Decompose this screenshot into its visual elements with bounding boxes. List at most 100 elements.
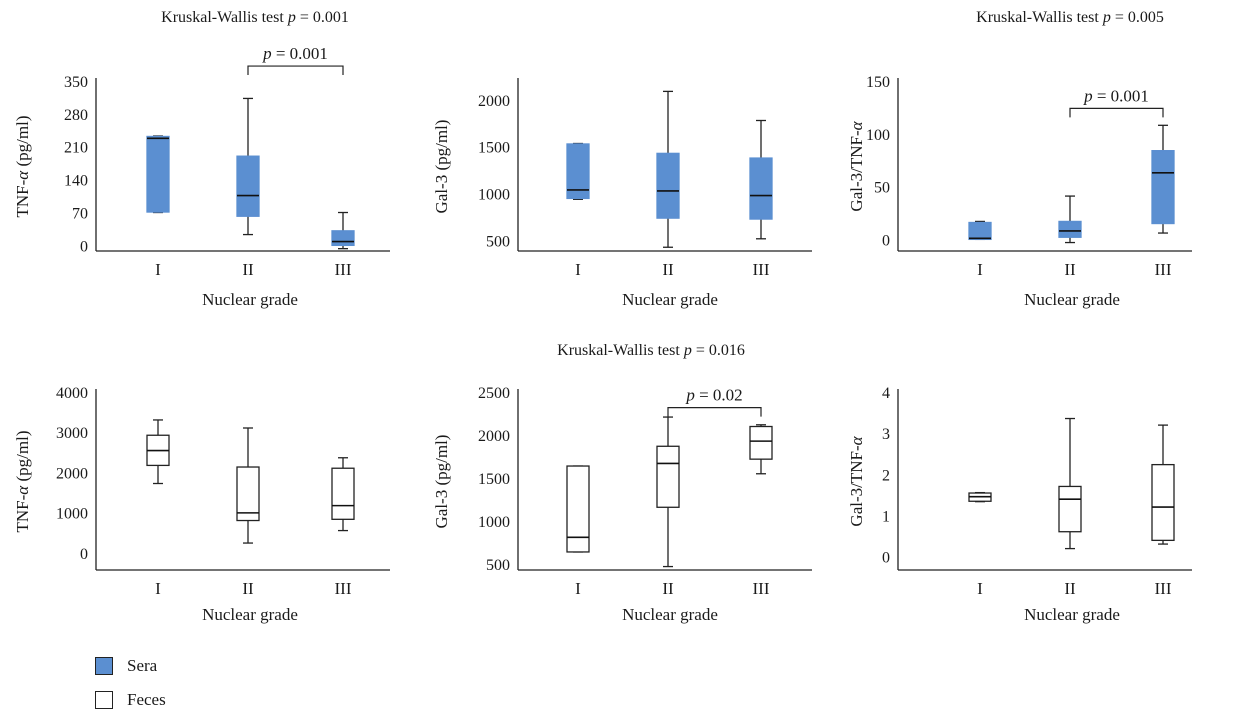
box-II [1058,195,1082,244]
y-tick-label: 4000 [56,385,88,402]
iqr-box [1058,485,1082,533]
y-tick-label: 2 [882,467,890,484]
y-tick-label: 2500 [478,385,510,402]
x-axis-label: Nuclear grade [1024,290,1120,309]
y-tick-label: 3000 [56,425,88,442]
iqr-box [236,155,260,217]
y-tick-label: 100 [866,127,890,144]
box-I [566,465,590,553]
x-tick-label-III: III [335,260,352,279]
box-III [331,457,355,532]
iqr-box [656,445,680,508]
y-tick-label: 2000 [56,465,88,482]
y-axis-label: Gal-3/TNF-α [847,120,866,211]
x-axis-label: Nuclear grade [202,605,298,624]
x-axis-label: Nuclear grade [622,605,718,624]
x-tick-label-III: III [753,579,770,598]
y-tick-label: 500 [486,234,510,251]
y-tick-label: 140 [64,173,88,190]
x-tick-label-II: II [662,260,674,279]
x-tick-label-III: III [1155,579,1172,598]
box-III [749,119,773,240]
y-tick-label: 2000 [478,93,510,110]
box-II [236,427,260,544]
iqr-box [566,465,590,553]
y-tick-label: 350 [64,74,88,91]
x-tick-label-III: III [335,579,352,598]
x-axis-label: Nuclear grade [1024,605,1120,624]
y-tick-label: 1 [882,508,890,525]
legend-swatch-sera [95,657,113,675]
x-tick-label-I: I [977,579,983,598]
iqr-box [968,221,992,241]
box-I [968,220,992,241]
iqr-box [236,466,260,522]
y-tick-label: 280 [64,107,88,124]
y-tick-label: 70 [72,205,88,222]
x-tick-label-III: III [1155,260,1172,279]
box-III [331,211,355,250]
x-tick-label-I: I [155,579,161,598]
box-III [749,424,773,475]
box-I [968,491,992,503]
box-II [236,97,260,236]
y-tick-label: 0 [80,546,88,563]
iqr-box [566,143,590,200]
y-axis-label: TNF-α (pg/ml) [13,116,32,218]
x-tick-label-I: I [575,579,581,598]
y-tick-label: 1500 [478,471,510,488]
legend-item-feces: Feces [95,689,166,711]
legend-label-feces: Feces [127,690,166,709]
iqr-box [749,425,773,460]
box-II [1058,417,1082,550]
legend-swatch-feces [95,691,113,709]
y-axis-label: Gal-3 (pg/ml) [432,435,451,529]
x-axis-label: Nuclear grade [622,290,718,309]
legend: Sera Feces [95,655,166,723]
x-tick-label-III: III [753,260,770,279]
box-III [1151,424,1175,545]
y-tick-label: 210 [64,140,88,157]
significance-label: p = 0.001 [262,44,328,63]
x-tick-label-I: I [575,260,581,279]
kruskal-wallis-title: Kruskal-Wallis test p = 0.001 [161,9,349,26]
box-I [146,419,170,485]
box-III [1151,124,1175,234]
y-tick-label: 1000 [56,506,88,523]
box-I [146,135,170,214]
iqr-box [1151,463,1175,542]
y-tick-label: 3 [882,426,890,443]
y-axis-label: Gal-3/TNF-α [847,435,866,526]
y-tick-label: 1000 [478,514,510,531]
y-axis-label: TNF-α (pg/ml) [13,431,32,533]
y-tick-label: 0 [882,232,890,249]
legend-label-sera: Sera [127,656,158,675]
y-tick-label: 1000 [478,187,510,204]
box-II [656,416,680,568]
significance-bracket [667,407,762,417]
y-tick-label: 1500 [478,140,510,157]
x-tick-label-I: I [155,260,161,279]
significance-bracket [247,65,344,76]
iqr-box [331,230,355,247]
y-tick-label: 2000 [478,428,510,445]
significance-label: p = 0.02 [685,386,742,405]
box-II [656,90,680,248]
x-tick-label-II: II [1064,260,1076,279]
iqr-box [1058,220,1082,238]
y-tick-label: 50 [874,180,890,197]
significance-bracket [1069,107,1164,118]
iqr-box [749,157,773,220]
kruskal-wallis-title: Kruskal-Wallis test p = 0.016 [557,342,745,359]
x-tick-label-II: II [242,579,254,598]
x-axis-label: Nuclear grade [202,290,298,309]
box-I [566,142,590,201]
y-axis-label: Gal-3 (pg/ml) [432,120,451,214]
